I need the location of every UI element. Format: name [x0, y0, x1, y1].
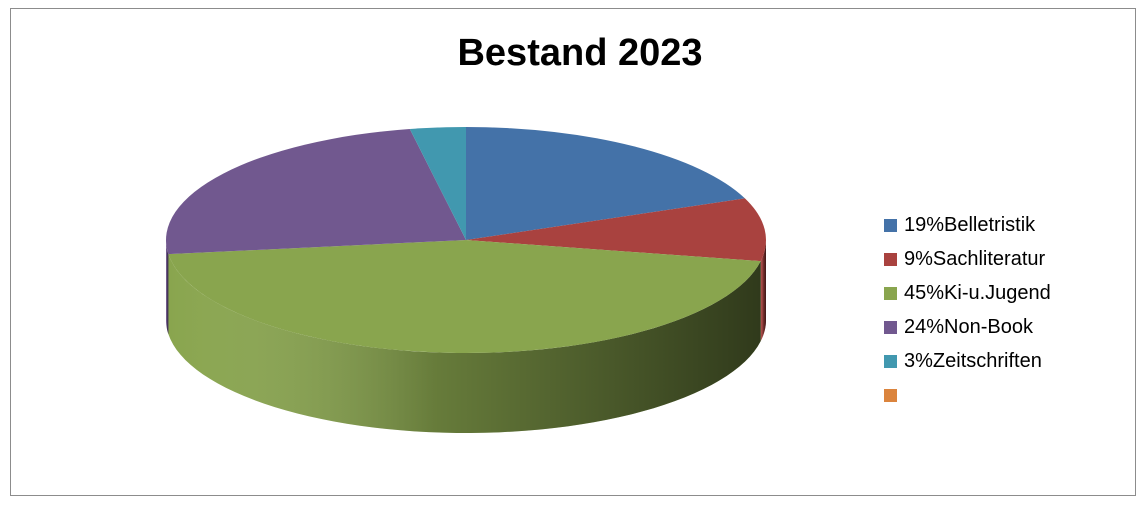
pie-slice-4	[409, 127, 466, 240]
pie-slice-0	[466, 127, 745, 240]
legend-swatch-0	[884, 218, 897, 232]
chart-title: Bestand 2023	[457, 32, 703, 74]
pie-sides	[166, 240, 766, 433]
pie-slice-side-1	[760, 240, 766, 342]
legend-swatch-5	[884, 388, 897, 402]
legend-label-4: 3%Zeitschriften	[904, 349, 1042, 372]
legend-item-2: 45%Ki-u.Jugend	[884, 276, 1051, 310]
legend-item-4: 3%Zeitschriften	[884, 344, 1051, 378]
legend-item-5	[884, 378, 1051, 412]
legend-label-3: 24%Non-Book	[904, 315, 1033, 338]
legend-swatch-3	[884, 320, 897, 334]
legend-label-0: 19%Belletristik	[904, 213, 1036, 236]
pie-slice-1	[466, 198, 767, 262]
pie-tops	[166, 127, 767, 353]
legend-item-3: 24%Non-Book	[884, 310, 1051, 344]
legend-swatch-2	[884, 286, 897, 300]
legend-label-1: 9%Sachliteratur	[904, 247, 1046, 270]
pie-slice-side-2	[168, 254, 761, 433]
legend-item-1: 9%Sachliteratur	[884, 242, 1051, 276]
legend-swatch-1	[884, 252, 897, 266]
pie-slice-3	[166, 129, 467, 255]
legend-swatch-4	[884, 354, 897, 368]
legend: 19%Belletristik 9%Sachliteratur 45%Ki-u.Ju…	[884, 208, 1051, 412]
legend-item-0: 19%Belletristik	[884, 208, 1051, 242]
pie-slice-2	[168, 240, 761, 353]
pie-slice-side-3	[166, 240, 169, 335]
legend-label-2: 45%Ki-u.Jugend	[904, 281, 1051, 304]
